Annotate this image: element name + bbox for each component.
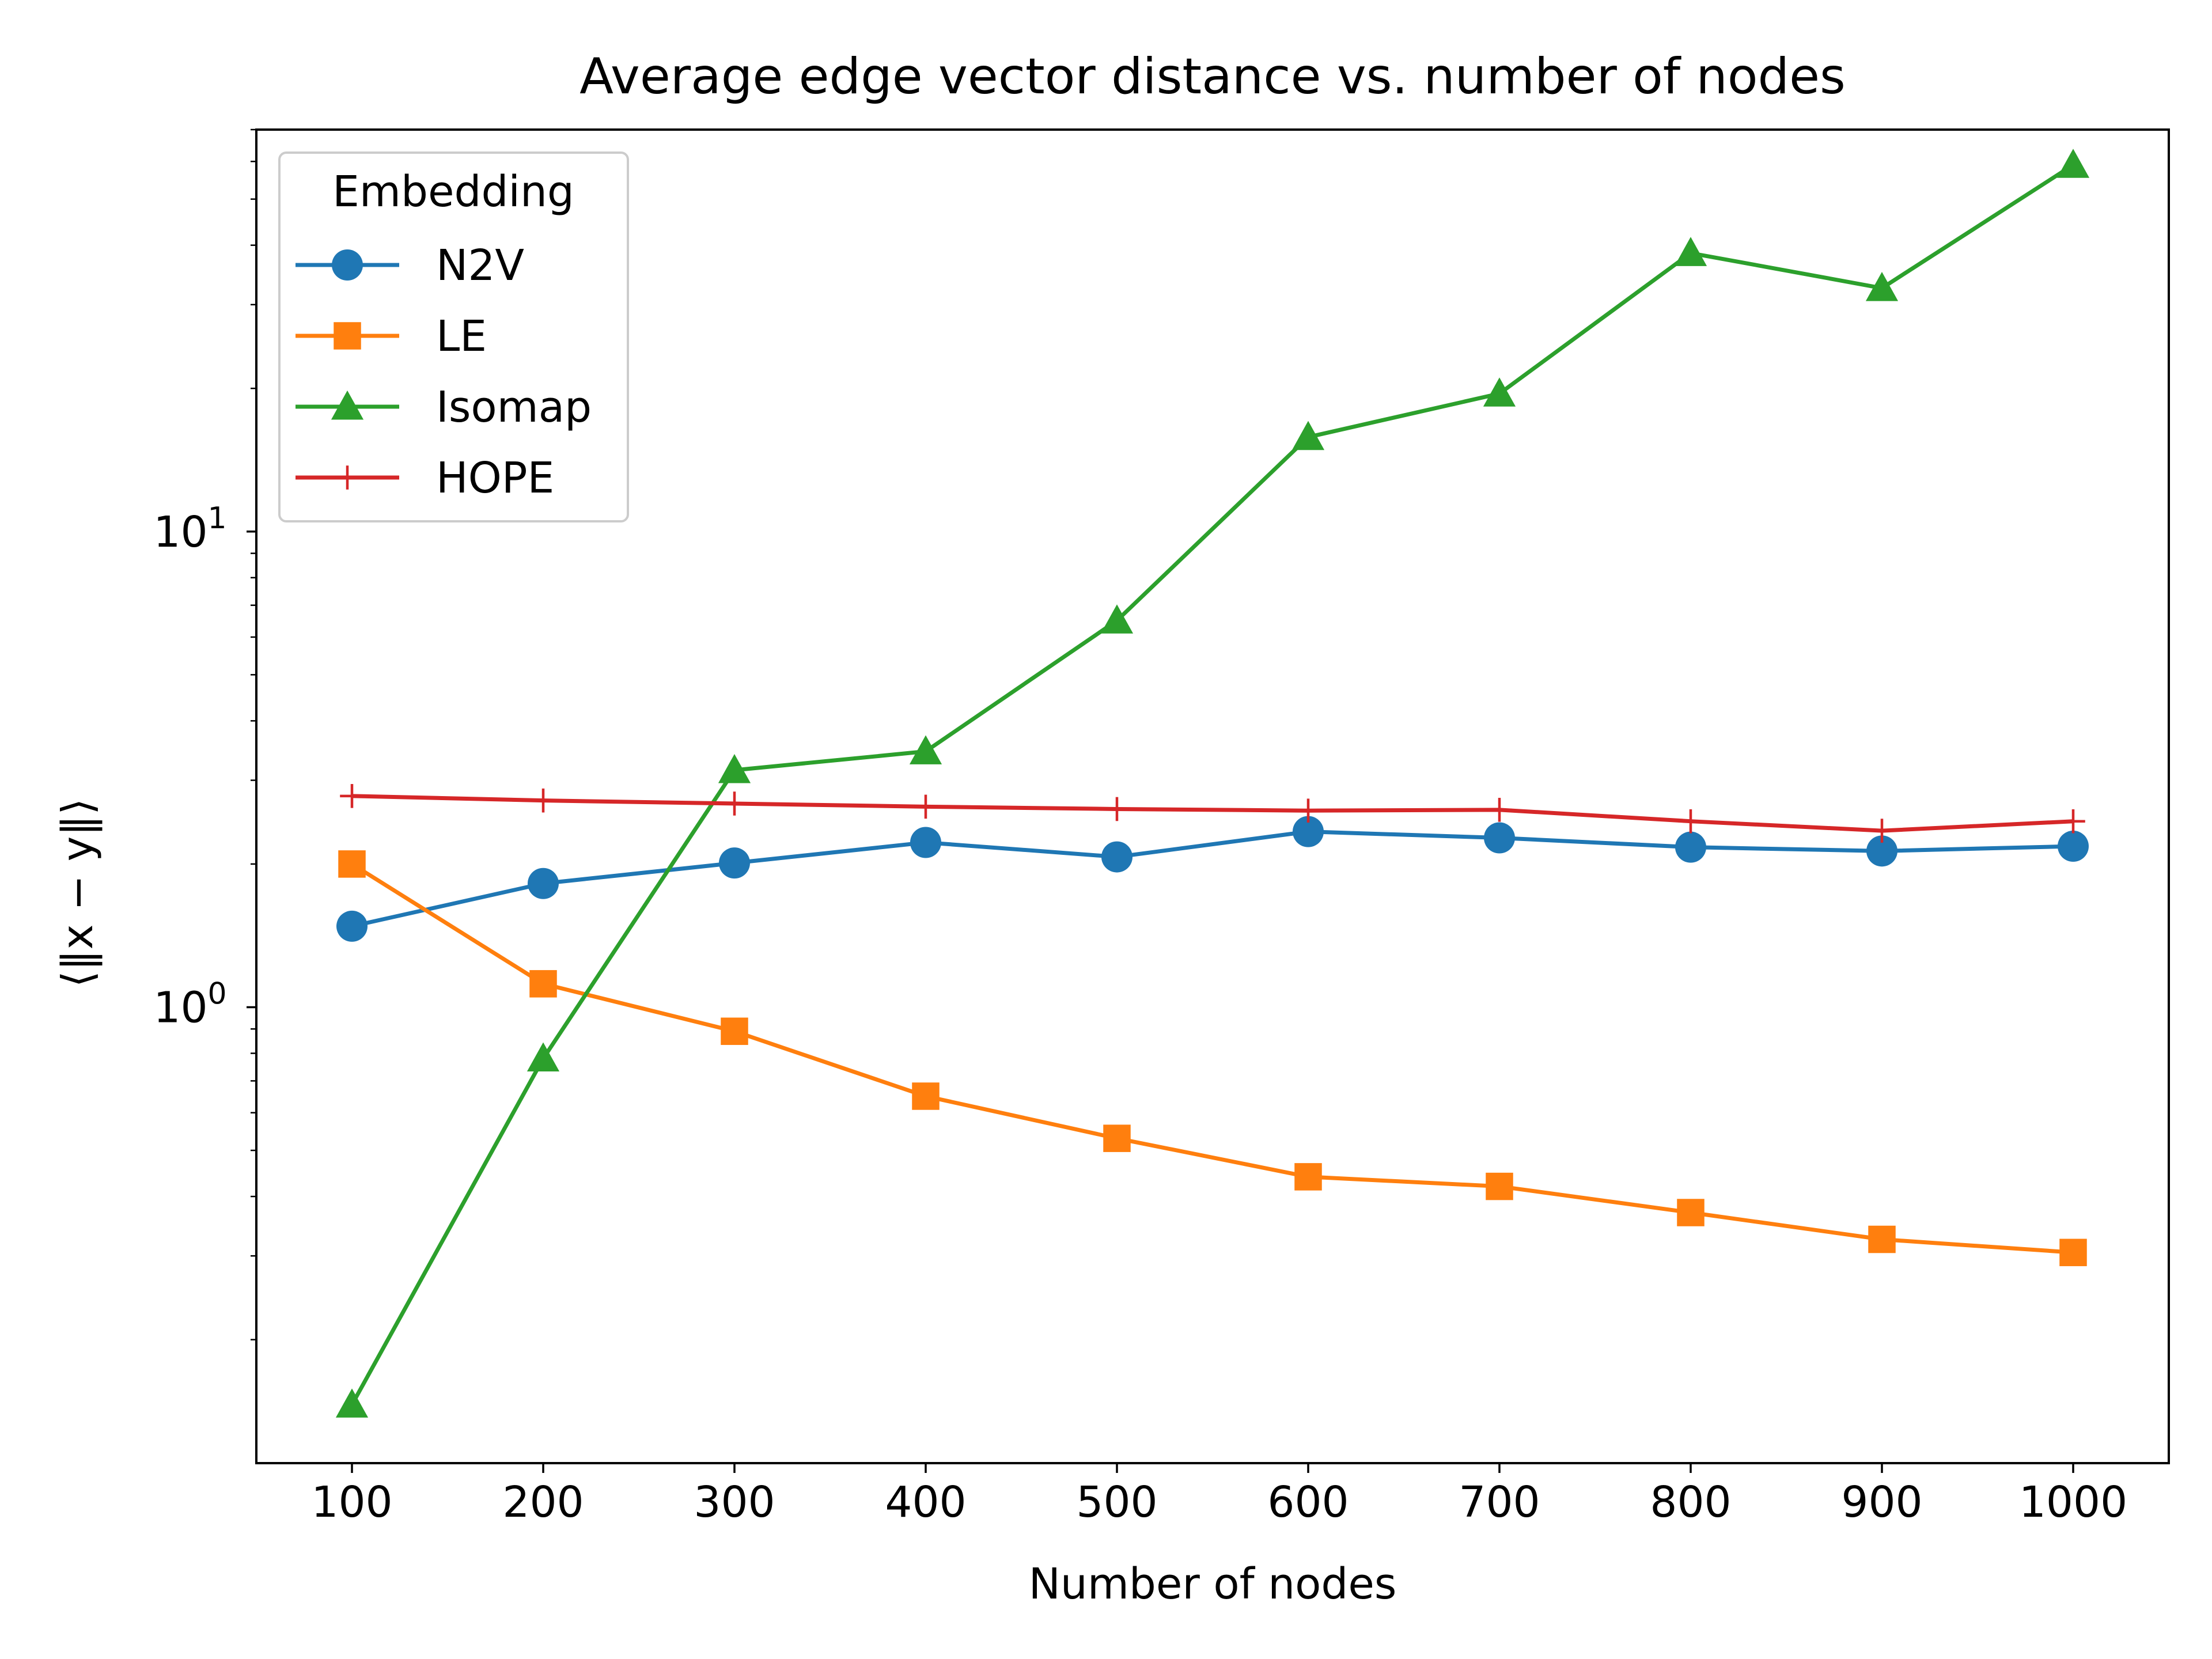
data-point bbox=[529, 970, 557, 998]
plot-frame bbox=[255, 128, 2170, 1464]
data-point bbox=[721, 1017, 748, 1046]
y-tick-base: 10 bbox=[153, 983, 207, 1032]
y-tick-exponent: 1 bbox=[208, 501, 227, 536]
series-line bbox=[350, 163, 2074, 1406]
legend-label: HOPE bbox=[436, 453, 554, 503]
legend-entry-le: LE bbox=[296, 312, 487, 361]
data-point bbox=[332, 249, 363, 281]
data-point bbox=[912, 1082, 940, 1110]
x-tick-label: 300 bbox=[694, 1478, 775, 1527]
data-point bbox=[1101, 841, 1132, 873]
data-point bbox=[2059, 1238, 2087, 1267]
legend-label: LE bbox=[436, 312, 487, 361]
data-point bbox=[1483, 377, 1516, 407]
data-point bbox=[1866, 835, 1897, 867]
legend-title: Embedding bbox=[332, 167, 574, 217]
data-point bbox=[718, 753, 751, 783]
data-point bbox=[1105, 797, 1129, 821]
y-axis-label: ⟨‖x − y‖⟩ bbox=[53, 798, 103, 987]
data-point bbox=[1487, 798, 1512, 822]
data-point bbox=[1486, 1172, 1513, 1200]
data-point bbox=[1868, 1225, 1896, 1253]
data-point bbox=[1865, 272, 1899, 301]
y-tick-label: 101 bbox=[153, 501, 226, 557]
x-tick-label: 100 bbox=[311, 1478, 392, 1527]
legend-label: Isomap bbox=[436, 382, 592, 432]
series-n2v bbox=[336, 816, 2089, 942]
data-point bbox=[1296, 798, 1320, 823]
y-tick-label: 100 bbox=[153, 976, 226, 1032]
x-tick-label: 800 bbox=[1650, 1478, 1731, 1527]
legend-entry-isomap: Isomap bbox=[296, 382, 592, 432]
series-hope bbox=[340, 784, 2085, 843]
data-point bbox=[1103, 1124, 1131, 1152]
data-point bbox=[1870, 819, 1894, 843]
data-point bbox=[1484, 822, 1515, 854]
data-point bbox=[335, 465, 359, 490]
x-axis-label: Number of nodes bbox=[1029, 1559, 1397, 1609]
x-tick-label: 500 bbox=[1076, 1478, 1157, 1527]
x-tick-label: 900 bbox=[1841, 1478, 1922, 1527]
y-tick-base: 10 bbox=[153, 507, 207, 557]
legend-entry-hope: HOPE bbox=[296, 453, 554, 503]
data-point bbox=[1674, 237, 1707, 266]
plot-series bbox=[335, 149, 2090, 1418]
x-tick-label: 600 bbox=[1267, 1478, 1349, 1527]
x-tick-label: 1000 bbox=[2019, 1478, 2127, 1527]
data-point bbox=[2058, 831, 2089, 862]
data-point bbox=[1677, 1199, 1705, 1226]
x-tick-label: 400 bbox=[885, 1478, 966, 1527]
data-point bbox=[1291, 421, 1325, 450]
data-point bbox=[722, 791, 747, 816]
legend-box bbox=[278, 151, 629, 522]
data-point bbox=[1294, 1163, 1322, 1191]
data-point bbox=[527, 1042, 560, 1072]
legend-entry-n2v: N2V bbox=[296, 241, 524, 290]
data-point bbox=[914, 794, 938, 819]
data-point bbox=[1679, 809, 1703, 834]
series-le bbox=[338, 850, 2087, 1267]
data-point bbox=[335, 1388, 369, 1418]
data-point bbox=[2056, 149, 2090, 178]
data-point bbox=[336, 910, 368, 942]
data-point bbox=[1675, 831, 1706, 863]
data-point bbox=[1100, 604, 1134, 634]
data-point bbox=[909, 735, 942, 764]
series-line bbox=[351, 862, 2074, 1255]
x-tick-label: 700 bbox=[1459, 1478, 1540, 1527]
series-line bbox=[351, 794, 2074, 833]
series-isomap bbox=[335, 149, 2090, 1418]
x-tick-label: 200 bbox=[502, 1478, 584, 1527]
data-point bbox=[340, 784, 364, 808]
chart-title: Average edge vector distance vs. number … bbox=[579, 48, 1846, 105]
legend-label: N2V bbox=[436, 241, 524, 290]
data-point bbox=[331, 390, 364, 420]
data-point bbox=[338, 850, 366, 878]
y-tick-exponent: 0 bbox=[208, 976, 227, 1011]
x-axis-ticks: 100 200 300 400 500 600 700 800 900 1000 bbox=[311, 1463, 2127, 1527]
data-point bbox=[334, 322, 361, 350]
data-point bbox=[531, 788, 555, 813]
data-point bbox=[719, 847, 750, 879]
data-point bbox=[528, 868, 559, 899]
data-point bbox=[910, 827, 941, 858]
legend: Embedding N2V LE Isomap HOPE bbox=[278, 151, 629, 522]
data-point bbox=[1293, 816, 1324, 847]
series-line bbox=[351, 830, 2074, 929]
data-point bbox=[2061, 809, 2085, 834]
